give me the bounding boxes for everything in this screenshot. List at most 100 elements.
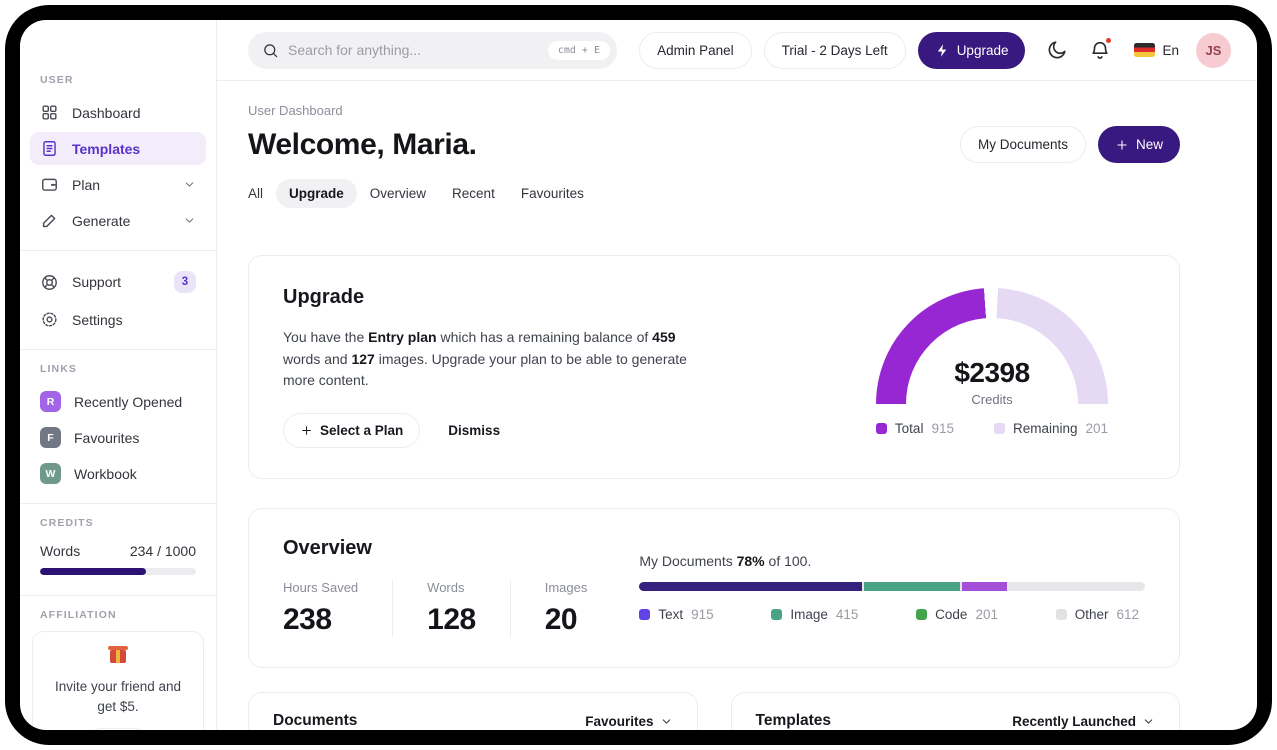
legend-swatch <box>916 609 928 621</box>
language-flag-germany[interactable] <box>1134 43 1156 57</box>
chevron-down-icon <box>185 218 194 223</box>
documents-card: Documents Favourites Untitled Document i… <box>248 692 698 730</box>
upgrade-card-body: You have the Entry plan which has a rema… <box>283 329 687 389</box>
search-input[interactable] <box>288 42 539 58</box>
admin-panel-button[interactable]: Admin Panel <box>639 31 752 69</box>
my-documents-button[interactable]: My Documents <box>959 126 1086 163</box>
sidebar-section-links: LINKS <box>40 363 77 375</box>
tab-upgrade[interactable]: Upgrade <box>276 179 357 208</box>
link-initial-badge: W <box>40 463 61 484</box>
stat-hours-saved: Hours Saved 238 <box>283 580 394 638</box>
templates-filter-dropdown[interactable]: Recently Launched <box>1012 714 1155 729</box>
user-avatar[interactable]: JS <box>1196 32 1231 68</box>
link-label: Favourites <box>74 429 140 446</box>
affiliation-card: Invite your friend and get $5. Invite <box>32 631 204 730</box>
upgrade-button-label: Upgrade <box>956 42 1009 58</box>
stat-label: Images <box>544 580 588 596</box>
link-initial-badge: F <box>40 427 61 448</box>
search-shortcut-hint: cmd + E <box>547 40 610 60</box>
sidebar-item-label: Support <box>72 274 122 290</box>
language-label[interactable]: En <box>1162 42 1179 58</box>
upgrade-button[interactable]: Upgrade <box>917 31 1026 69</box>
sidebar-item-generate[interactable]: Generate <box>30 204 206 237</box>
search-icon <box>264 43 278 57</box>
chevron-down-icon <box>1144 718 1153 724</box>
affiliation-text: Invite your friend and get $5. <box>54 679 182 714</box>
sidebar-item-label: Dashboard <box>72 104 141 121</box>
link-label: Recently Opened <box>74 393 183 410</box>
tab-all[interactable]: All <box>248 186 264 201</box>
credits-gauge-legend: Total 915 Remaining 201 <box>875 421 1108 436</box>
legend-value: 915 <box>691 607 714 623</box>
select-plan-button[interactable]: Select a Plan <box>283 413 421 449</box>
stat-value: 128 <box>427 603 476 637</box>
stat-value: 238 <box>283 603 332 637</box>
moon-icon <box>1049 41 1067 59</box>
stat-label: Hours Saved <box>283 580 359 596</box>
sidebar-link-favourites[interactable]: F Favourites <box>30 421 206 454</box>
document-icon <box>43 141 56 156</box>
overview-card-title: Overview <box>283 537 372 560</box>
plus-icon <box>302 426 311 435</box>
sidebar-section-affiliation: AFFILIATION <box>40 609 117 621</box>
documents-progress-bar <box>639 582 1145 592</box>
notifications-button[interactable] <box>1089 37 1113 61</box>
sidebar-section-user: USER <box>40 74 74 86</box>
sidebar-item-support[interactable]: Support 3 <box>30 264 206 300</box>
gift-icon <box>108 646 128 663</box>
tab-favourites[interactable]: Favourites <box>520 186 584 201</box>
sidebar-link-recently-opened[interactable]: R Recently Opened <box>30 385 206 418</box>
link-initial-badge: R <box>40 391 61 412</box>
legend-item-total: Total 915 <box>875 421 954 436</box>
tabs: All Upgrade Overview Recent Favourites <box>235 179 1257 208</box>
dismiss-button[interactable]: Dismiss <box>448 423 501 439</box>
notification-dot <box>1105 37 1113 44</box>
documents-filter-dropdown[interactable]: Favourites <box>585 714 672 729</box>
sidebar-item-label: Plan <box>72 176 101 193</box>
pencil-icon <box>42 214 56 228</box>
templates-card: Templates Recently Launched Blog Post Ti… <box>730 692 1180 730</box>
sidebar-item-dashboard[interactable]: Dashboard <box>30 96 206 129</box>
legend-value: 201 <box>975 607 998 623</box>
sidebar-item-settings[interactable]: Settings <box>30 303 206 336</box>
legend-value: 612 <box>1116 607 1139 623</box>
tab-overview[interactable]: Overview <box>369 186 427 201</box>
content: User Dashboard Welcome, Maria. My Docume… <box>217 81 1257 730</box>
upgrade-card: Upgrade You have the Entry plan which ha… <box>248 255 1180 480</box>
progress-segment-code <box>961 582 1008 592</box>
legend-swatch <box>639 609 651 621</box>
credits-gauge-block: $2398 Credits Total 915 Remaining <box>839 286 1145 448</box>
page-title: Welcome, Maria. <box>248 127 477 161</box>
sidebar-item-templates[interactable]: Templates <box>30 132 206 165</box>
legend-item-image: Image 415 <box>771 607 858 622</box>
templates-filter-label: Recently Launched <box>1012 713 1136 729</box>
sidebar-link-workbook[interactable]: W Workbook <box>30 457 206 490</box>
dark-mode-toggle[interactable] <box>1046 39 1068 61</box>
bolt-icon <box>937 43 946 57</box>
support-count-badge: 3 <box>174 271 196 293</box>
invite-button[interactable]: Invite <box>88 728 148 730</box>
legend-swatch <box>1055 609 1067 621</box>
breadcrumb: User Dashboard <box>248 103 343 118</box>
link-label: Workbook <box>74 465 137 482</box>
legend-value: 415 <box>835 607 859 623</box>
main-area: cmd + E Admin Panel Trial - 2 Days Left … <box>217 20 1257 730</box>
lifebuoy-icon <box>42 274 57 290</box>
credits-progress-track <box>40 568 196 575</box>
documents-filter-label: Favourites <box>585 713 654 729</box>
app-window: USER Dashboard Templates Plan Generate S… <box>20 20 1257 730</box>
sidebar: USER Dashboard Templates Plan Generate S… <box>20 20 217 730</box>
new-button[interactable]: New <box>1097 126 1180 163</box>
sidebar-divider <box>20 595 216 596</box>
select-plan-label: Select a Plan <box>320 423 404 439</box>
legend-label: Image <box>790 607 828 623</box>
trial-status-button[interactable]: Trial - 2 Days Left <box>763 31 906 69</box>
legend-swatch <box>875 423 887 434</box>
gear-icon <box>42 312 57 327</box>
stat-value: 20 <box>544 603 578 637</box>
search-bar[interactable]: cmd + E <box>248 31 617 69</box>
sidebar-item-plan[interactable]: Plan <box>30 168 206 201</box>
tab-recent[interactable]: Recent <box>452 186 495 201</box>
documents-progress-block: My Documents 78% of 100. Text 915 Image … <box>639 537 1145 637</box>
credits-gauge-label: Credits <box>971 392 1013 404</box>
